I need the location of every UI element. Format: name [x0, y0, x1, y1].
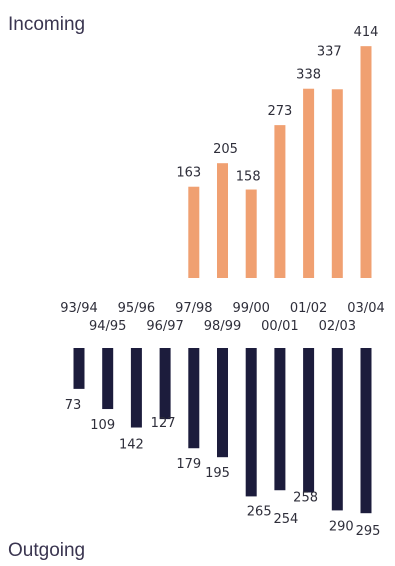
category-label-00-01: 00/01: [261, 319, 298, 334]
outgoing-value-label-98-99: 195: [205, 466, 230, 481]
outgoing-bar-95-96: [130, 348, 142, 428]
outgoing-bar-93-94: [73, 348, 85, 389]
outgoing-bar-97-98: [188, 348, 200, 449]
incoming-bar-98-99: [217, 163, 228, 278]
category-label-98-99: 98/99: [204, 319, 241, 334]
outgoing-value-label-93-94: 73: [65, 398, 82, 413]
outgoing-value-label-97-98: 179: [176, 457, 201, 472]
outgoing-bar-96-97: [159, 348, 171, 420]
incoming-value-label-00-01: 273: [267, 104, 292, 119]
outgoing-bar-94-95: [102, 348, 114, 410]
category-label-94-95: 94/95: [89, 319, 126, 334]
incoming-value-label-97-98: 163: [176, 166, 201, 181]
incoming-bar-03-04: [360, 46, 372, 278]
incoming-value-label-99-00: 158: [236, 170, 261, 185]
outgoing-value-label-03-04: 295: [356, 524, 381, 539]
incoming-value-label-03-04: 414: [354, 25, 379, 40]
incoming-bar-01-02: [303, 88, 315, 278]
outgoing-bar-03-04: [360, 348, 372, 514]
incoming-value-label-98-99: 205: [213, 142, 238, 157]
outgoing-value-label-01-02: 258: [293, 490, 318, 505]
category-label-02-03: 02/03: [319, 319, 356, 334]
category-label-93-94: 93/94: [60, 301, 97, 316]
category-label-97-98: 97/98: [175, 301, 212, 316]
category-label-01-02: 01/02: [290, 301, 327, 316]
outgoing-bar-02-03: [331, 348, 343, 511]
outgoing-value-label-02-03: 290: [329, 519, 354, 534]
incoming-bar-02-03: [331, 89, 343, 278]
category-label-03-04: 03/04: [347, 301, 384, 316]
category-label-95-96: 95/96: [118, 301, 155, 316]
outgoing-bar-00-01: [274, 348, 286, 491]
incoming-value-label-02-03: 337: [317, 44, 342, 59]
incoming-bar-97-98: [188, 186, 200, 278]
outgoing-bar-99-00: [245, 348, 257, 497]
outgoing-value-label-96-97: 127: [151, 416, 176, 431]
incoming-bar-99-00: [245, 189, 257, 278]
outgoing-value-label-95-96: 142: [119, 438, 144, 453]
incoming-bar-00-01: [274, 125, 286, 279]
incoming-heading: Incoming: [8, 14, 86, 35]
outgoing-bar-01-02: [303, 348, 315, 493]
outgoing-bar-98-99: [217, 348, 228, 458]
outgoing-heading: Outgoing: [8, 540, 86, 561]
category-label-96-97: 96/97: [146, 319, 183, 334]
outgoing-value-label-99-00: 265: [247, 504, 272, 519]
category-label-99-00: 99/00: [232, 301, 269, 316]
outgoing-value-label-00-01: 254: [273, 512, 298, 527]
outgoing-value-label-94-95: 109: [90, 418, 115, 433]
incoming-value-label-01-02: 338: [296, 68, 321, 83]
